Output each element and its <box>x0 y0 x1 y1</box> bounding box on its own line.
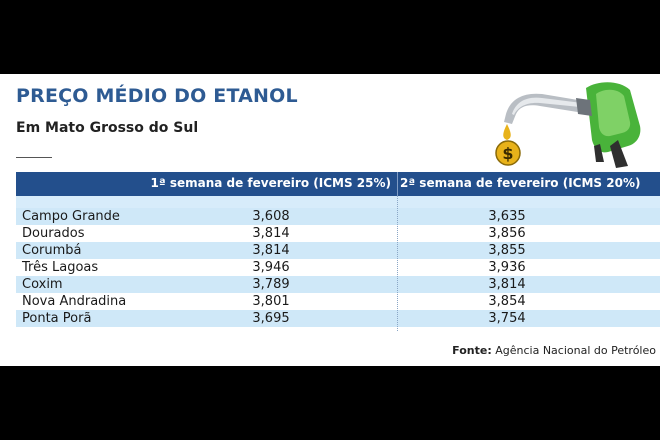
price-table-body: Campo Grande 3,608 3,635 Dourados 3,814 … <box>16 208 660 327</box>
price-week1: 3,814 <box>252 226 290 241</box>
city-name: Ponta Porã <box>22 311 92 326</box>
table-header: 1ª semana de fevereiro (ICMS 25%) 2ª sem… <box>16 172 660 196</box>
city-name: Campo Grande <box>22 209 120 224</box>
ethanol-price-infographic: PREÇO MÉDIO DO ETANOL Em Mato Grosso do … <box>0 74 660 366</box>
page-subtitle: Em Mato Grosso do Sul <box>16 120 199 136</box>
fuel-pump-nozzle-icon: $ <box>495 82 641 168</box>
divider <box>16 157 52 158</box>
price-week1: 3,801 <box>252 294 290 309</box>
city-name: Nova Andradina <box>22 294 127 309</box>
table-spacer <box>16 196 660 208</box>
price-week2: 3,635 <box>488 209 526 224</box>
price-week1: 3,814 <box>252 243 290 258</box>
table-row: Três Lagoas 3,946 3,936 <box>16 259 660 276</box>
source-label: Fonte: <box>452 344 492 357</box>
city-name: Corumbá <box>22 243 82 258</box>
city-name: Coxim <box>22 277 63 292</box>
price-week2: 3,814 <box>488 277 526 292</box>
table-row: Corumbá 3,814 3,855 <box>16 242 660 259</box>
price-week2: 3,936 <box>488 260 526 275</box>
price-week2: 3,854 <box>488 294 526 309</box>
price-week1: 3,946 <box>252 260 290 275</box>
table-row: Ponta Porã 3,695 3,754 <box>16 310 660 327</box>
price-week2: 3,855 <box>488 243 526 258</box>
column-divider <box>397 196 398 331</box>
price-week1: 3,789 <box>252 277 290 292</box>
source-credit: Fonte: Agência Nacional do Petróleo <box>452 344 656 357</box>
table-row: Coxim 3,789 3,814 <box>16 276 660 293</box>
city-name: Três Lagoas <box>22 260 99 275</box>
column-header-week1: 1ª semana de fevereiro (ICMS 25%) <box>150 176 391 190</box>
price-week2: 3,856 <box>488 226 526 241</box>
table-row: Campo Grande 3,608 3,635 <box>16 208 660 225</box>
city-name: Dourados <box>22 226 85 241</box>
price-week1: 3,695 <box>252 311 290 326</box>
table-row: Dourados 3,814 3,856 <box>16 225 660 242</box>
price-week2: 3,754 <box>488 311 526 326</box>
source-text: Agência Nacional do Petróleo <box>495 344 656 357</box>
table-row: Nova Andradina 3,801 3,854 <box>16 293 660 310</box>
svg-text:$: $ <box>502 144 513 163</box>
page-title: PREÇO MÉDIO DO ETANOL <box>16 85 298 107</box>
price-week1: 3,608 <box>252 209 290 224</box>
column-header-week2: 2ª semana de fevereiro (ICMS 20%) <box>400 176 641 190</box>
